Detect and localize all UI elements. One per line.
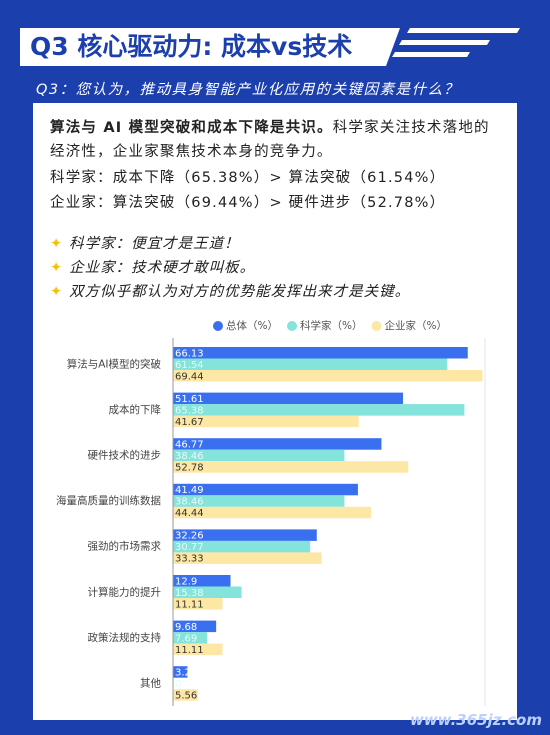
value-label: 44.44 bbox=[175, 508, 204, 519]
bar bbox=[173, 632, 208, 644]
value-label: 69.44 bbox=[175, 371, 204, 382]
bar bbox=[173, 689, 198, 701]
y-tick-label: 硬件技术的进步 bbox=[88, 448, 162, 461]
value-label: 3.23 bbox=[175, 667, 197, 678]
watermark: www.365jz.com bbox=[409, 711, 542, 729]
header-banner: Q3 核心驱动力: 成本vs技术 bbox=[20, 28, 520, 66]
bar bbox=[173, 643, 223, 656]
chart: 总体（%） 科学家（%） 企业家（%） 算法与AI模型的突破 66.1361.5469.… bbox=[56, 319, 486, 706]
bar bbox=[173, 575, 231, 587]
bar bbox=[173, 495, 345, 507]
value-label: 5.56 bbox=[175, 690, 197, 701]
value-label: 11.11 bbox=[175, 645, 204, 656]
title: Q3 核心驱动力: 成本vs技术 bbox=[30, 32, 352, 61]
value-label: 65.38 bbox=[175, 405, 204, 416]
value-label: 15.38 bbox=[175, 588, 204, 599]
bar bbox=[173, 586, 242, 598]
bar bbox=[173, 540, 311, 553]
summary-lead: 算法与 AI 模型突破和成本下降是共识。 bbox=[50, 120, 333, 136]
value-label: 9.68 bbox=[175, 622, 197, 633]
y-tick-label: 其他 bbox=[140, 676, 161, 689]
legend-marker bbox=[371, 321, 382, 331]
value-label: 33.33 bbox=[175, 554, 204, 565]
value-label: 11.11 bbox=[175, 599, 204, 610]
bullet-text: 双方似乎都认为对方的优势能发挥出来才是关键。 bbox=[69, 284, 411, 300]
bar bbox=[173, 666, 188, 678]
value-label: 32.26 bbox=[175, 531, 204, 542]
bar bbox=[173, 552, 322, 564]
summary: 算法与 AI 模型突破和成本下降是共识。科学家关注技术落地的经济性，企业家聚焦技… bbox=[50, 116, 505, 164]
value-label: 38.46 bbox=[175, 451, 204, 462]
legend-marker bbox=[213, 321, 223, 331]
legend-marker bbox=[286, 321, 297, 331]
value-label: 46.77 bbox=[175, 439, 204, 450]
summary-line: 科学家：成本下降（65.38%）> 算法突破（61.54%） bbox=[50, 170, 446, 186]
y-tick-label: 强劲的市场需求 bbox=[88, 540, 162, 553]
bullet: ✦ 科学家：便宜才是王道！ bbox=[50, 236, 240, 252]
value-label: 7.69 bbox=[175, 633, 197, 644]
y-tick-label: 算法与AI模型的突破 bbox=[67, 357, 162, 370]
legend-label: 企业家（%） bbox=[384, 319, 446, 332]
bar bbox=[173, 415, 359, 428]
bar bbox=[173, 347, 468, 359]
value-label: 41.67 bbox=[175, 417, 204, 428]
bar bbox=[173, 404, 465, 416]
bullet-text: 科学家：便宜才是王道！ bbox=[69, 236, 240, 252]
summary-rest: 科学家关注技术落地的经济性，企业家聚焦技术本身的竞争力。 bbox=[50, 120, 490, 160]
bar bbox=[173, 461, 409, 473]
value-label: 12.9 bbox=[175, 576, 197, 587]
value-label: 66.13 bbox=[175, 348, 204, 359]
question: Q3：您认为，推动具身智能产业化应用的关键因素是什么？ bbox=[36, 82, 460, 98]
legend-label: 总体（%） bbox=[226, 319, 278, 332]
bar bbox=[173, 529, 317, 541]
bar bbox=[173, 392, 404, 405]
value-label: 30.77 bbox=[175, 542, 204, 553]
legend-label: 科学家（%） bbox=[300, 319, 362, 332]
y-tick-label: 政策法规的支持 bbox=[88, 631, 162, 644]
bullet: ✦ 双方似乎都认为对方的优势能发挥出来才是关键。 bbox=[50, 284, 411, 300]
value-label: 38.46 bbox=[175, 497, 204, 508]
bar bbox=[173, 598, 223, 610]
bar bbox=[173, 620, 217, 633]
bar bbox=[173, 483, 358, 496]
value-label: 51.61 bbox=[175, 394, 204, 405]
y-tick-label: 计算能力的提升 bbox=[88, 585, 162, 598]
summary-line: 企业家：算法突破（69.44%）> 硬件进步（52.78%） bbox=[50, 195, 446, 211]
value-label: 41.49 bbox=[175, 485, 204, 496]
value-label: 52.78 bbox=[175, 462, 204, 473]
bar bbox=[173, 438, 382, 450]
bar bbox=[173, 449, 345, 462]
y-tick-label: 成本的下降 bbox=[109, 403, 162, 416]
bar bbox=[173, 506, 372, 519]
value-label: 0 bbox=[175, 679, 181, 690]
y-tick-label: 海量高质量的训练数据 bbox=[56, 494, 161, 507]
value-label: 61.54 bbox=[175, 360, 204, 371]
bar bbox=[173, 370, 483, 382]
bullet-text: 企业家：技术硬才敢叫板。 bbox=[69, 260, 256, 276]
bar bbox=[173, 358, 448, 370]
bullet: ✦ 企业家：技术硬才敢叫板。 bbox=[50, 260, 256, 276]
